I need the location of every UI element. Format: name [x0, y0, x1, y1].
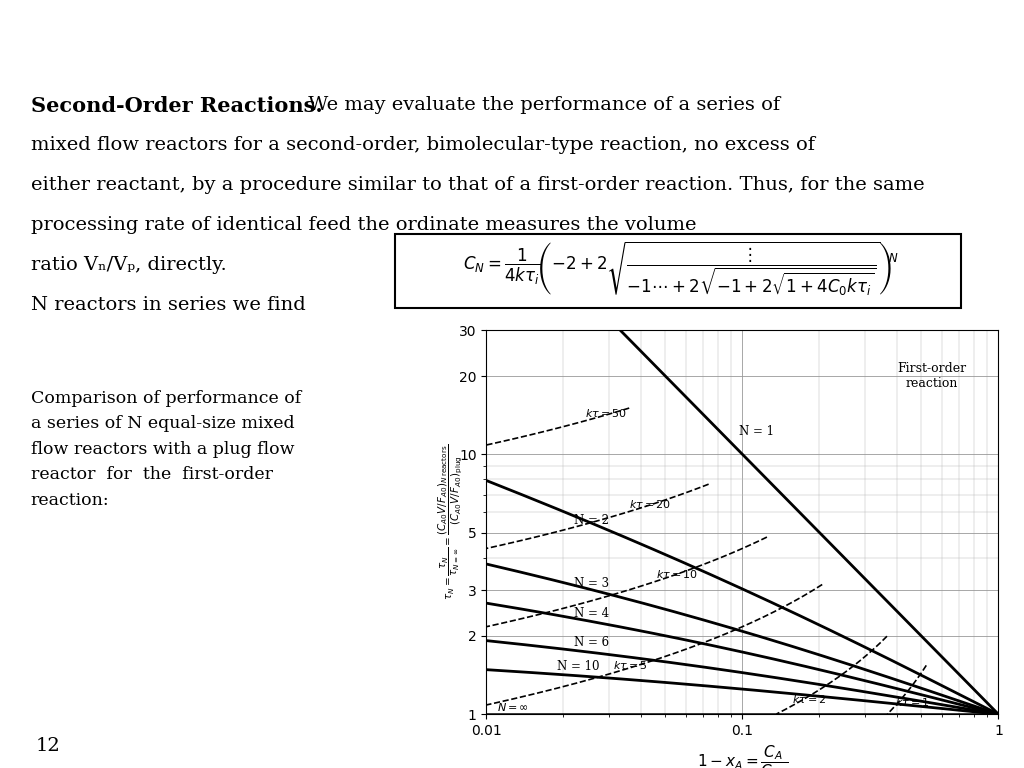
Text: N = 4: N = 4 [573, 607, 609, 620]
Text: $N=\infty$: $N=\infty$ [497, 701, 529, 713]
Text: 12: 12 [36, 737, 60, 755]
Text: either reactant, by a procedure similar to that of a first-order reaction. Thus,: either reactant, by a procedure similar … [31, 176, 925, 194]
Text: $k\tau = 5$: $k\tau = 5$ [613, 659, 648, 671]
Text: N = 10: N = 10 [557, 660, 599, 673]
Text: Second-Order Reactions.: Second-Order Reactions. [31, 96, 323, 116]
Text: processing rate of identical feed the ordinate measures the volume: processing rate of identical feed the or… [31, 216, 696, 233]
Text: N = 3: N = 3 [573, 577, 609, 590]
Text: $\tau_N = \dfrac{\tau_N}{\tau_{N=\infty}} = \dfrac{(C_{A0}V/F_{A0})_{N\,\mathrm{: $\tau_N = \dfrac{\tau_N}{\tau_{N=\infty}… [436, 444, 465, 601]
Text: $k\tau = 50$: $k\tau = 50$ [585, 407, 627, 419]
Text: $C_N = \dfrac{1}{4k\tau_i}\!\left(-2+2\sqrt{\dfrac{\vdots}{-1\cdots+2\sqrt{-1+2\: $C_N = \dfrac{1}{4k\tau_i}\!\left(-2+2\s… [463, 240, 899, 299]
Text: N = 1: N = 1 [738, 425, 774, 439]
FancyBboxPatch shape [395, 233, 962, 308]
Text: First-order
reaction: First-order reaction [897, 362, 967, 390]
Text: mixed flow reactors for a second-order, bimolecular-type reaction, no excess of: mixed flow reactors for a second-order, … [31, 136, 815, 154]
Text: $k\tau = 1$: $k\tau = 1$ [896, 696, 930, 708]
Text: N = 6: N = 6 [573, 637, 609, 650]
Text: $k\tau = 20$: $k\tau = 20$ [629, 498, 671, 510]
Text: N reactors in series we find: N reactors in series we find [31, 296, 305, 313]
Text: $k\tau = 2$: $k\tau = 2$ [793, 693, 827, 705]
Text: Comparison of performance of
a series of N equal-size mixed
flow reactors with a: Comparison of performance of a series of… [31, 390, 301, 508]
Text: N = 2: N = 2 [573, 514, 608, 527]
Text: ::: :: [43, 28, 50, 39]
Text: $k\tau = 10$: $k\tau = 10$ [655, 568, 698, 580]
Text: ratio Vₙ/Vₚ, directly.: ratio Vₙ/Vₚ, directly. [31, 256, 226, 273]
Text: We may evaluate the performance of a series of: We may evaluate the performance of a ser… [302, 96, 780, 114]
X-axis label: $1 - x_A = \dfrac{C_A}{C_{A0}}$: $1 - x_A = \dfrac{C_A}{C_{A0}}$ [697, 743, 787, 768]
